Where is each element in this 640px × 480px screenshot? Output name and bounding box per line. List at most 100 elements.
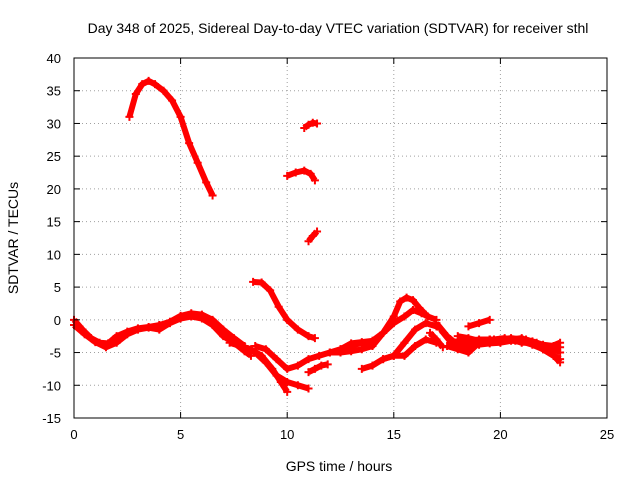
data-point-track-f bbox=[257, 278, 266, 287]
data-point-track-a bbox=[131, 90, 140, 98]
data-point-track-l bbox=[347, 339, 356, 348]
data-point-track-g bbox=[293, 361, 302, 370]
data-point-track-m bbox=[336, 348, 345, 357]
data-point-track-c bbox=[197, 314, 206, 323]
data-point-track-f bbox=[304, 332, 313, 341]
y-tick-label: -5 bbox=[49, 346, 61, 361]
data-point-track-a bbox=[144, 76, 153, 85]
data-point-track-v bbox=[549, 342, 558, 350]
data-point-track-a bbox=[125, 112, 134, 121]
data-point-track-c bbox=[187, 312, 196, 321]
y-tick-label: -10 bbox=[42, 378, 61, 393]
data-point-track-v bbox=[453, 332, 462, 341]
y-tick-label: 35 bbox=[47, 84, 61, 99]
x-tick-label: 15 bbox=[387, 427, 401, 442]
data-point-track-f bbox=[310, 334, 319, 343]
data-point-track-c bbox=[80, 330, 89, 339]
grid-lines bbox=[74, 58, 607, 418]
data-point-track-r bbox=[436, 325, 445, 334]
data-point-track-l bbox=[396, 297, 405, 306]
data-point-track-h bbox=[306, 169, 315, 178]
data-point-track-a bbox=[138, 80, 147, 89]
data-point-track-e bbox=[293, 381, 302, 390]
data-point-track-a bbox=[193, 158, 202, 167]
series-group bbox=[70, 76, 565, 396]
data-point-track-f bbox=[266, 286, 275, 295]
data-point-track-v bbox=[485, 335, 494, 344]
data-point-track-a bbox=[151, 80, 160, 89]
y-tick-label: 10 bbox=[47, 247, 61, 262]
data-point-track-l bbox=[402, 293, 411, 302]
data-point-track-h bbox=[291, 168, 300, 177]
data-point-track-m bbox=[389, 319, 398, 328]
data-point-track-i bbox=[313, 119, 322, 128]
data-point-track-k bbox=[317, 361, 326, 370]
data-point-track-s bbox=[453, 345, 462, 354]
data-point-track-v bbox=[517, 335, 526, 344]
data-point-track-c bbox=[155, 325, 164, 334]
data-point-track-m bbox=[400, 312, 409, 321]
data-point-track-j bbox=[304, 237, 313, 246]
data-point-track-g bbox=[272, 355, 281, 364]
y-tick-label: 15 bbox=[47, 215, 61, 230]
data-point-track-q bbox=[432, 319, 441, 328]
data-point-track-g bbox=[251, 342, 260, 350]
data-point-track-g bbox=[283, 364, 292, 373]
y-tick-label: 25 bbox=[47, 149, 61, 164]
data-point-track-v bbox=[464, 334, 473, 343]
data-point-track-h bbox=[283, 171, 292, 180]
data-point-track-m bbox=[417, 309, 426, 318]
data-point-track-c bbox=[176, 314, 185, 323]
data-point-track-i bbox=[300, 124, 309, 133]
data-point-track-c bbox=[91, 338, 100, 347]
data-point-track-e bbox=[283, 378, 292, 386]
x-tick-label: 25 bbox=[600, 427, 614, 442]
y-tick-label: 20 bbox=[47, 182, 61, 197]
data-point-track-f bbox=[293, 325, 302, 334]
data-point-track-a bbox=[185, 139, 194, 148]
plot-frame bbox=[73, 57, 608, 419]
data-point-track-u bbox=[485, 315, 494, 324]
data-point-track-p bbox=[432, 335, 441, 344]
data-point-track-u bbox=[475, 319, 484, 328]
data-point-track-n bbox=[368, 361, 377, 370]
data-point-track-c bbox=[112, 338, 121, 347]
data-point-track-f bbox=[249, 277, 258, 286]
data-point-track-g bbox=[315, 351, 324, 360]
data-point-track-c bbox=[144, 323, 153, 332]
data-point-track-e bbox=[261, 358, 270, 367]
data-point-track-f bbox=[274, 302, 283, 311]
data-point-track-o bbox=[400, 351, 409, 360]
data-point-track-v bbox=[539, 340, 548, 349]
data-point-track-n bbox=[421, 319, 430, 328]
data-point-track-o bbox=[421, 335, 430, 344]
data-point-track-c bbox=[219, 332, 228, 341]
data-point-track-c bbox=[101, 343, 110, 352]
y-axis-label: SDTVAR / TECUs bbox=[5, 182, 21, 294]
data-point-track-n bbox=[411, 325, 420, 334]
data-point-track-n bbox=[400, 338, 409, 347]
data-point-track-e bbox=[304, 384, 313, 393]
data-point-track-d bbox=[283, 387, 292, 396]
data-point-track-e bbox=[240, 345, 249, 354]
data-point-track-k bbox=[304, 368, 313, 377]
data-point-track-m bbox=[357, 345, 366, 354]
data-point-track-m bbox=[423, 312, 432, 321]
data-point-track-m bbox=[408, 306, 417, 314]
data-point-track-c bbox=[165, 319, 174, 328]
data-point-track-a bbox=[168, 96, 177, 105]
series-line-track-n bbox=[360, 320, 438, 372]
y-tick-label: 5 bbox=[54, 280, 61, 295]
data-point-track-j bbox=[313, 227, 322, 236]
data-point-track-o bbox=[379, 355, 388, 364]
data-point-track-f bbox=[283, 315, 292, 324]
series-line-track-f bbox=[252, 278, 316, 341]
data-point-track-m bbox=[368, 342, 377, 350]
data-point-track-k bbox=[323, 360, 332, 369]
series-line-track-l bbox=[339, 294, 428, 352]
data-point-track-m bbox=[347, 347, 356, 356]
data-point-track-h bbox=[300, 166, 309, 175]
series-line-track-a bbox=[126, 77, 216, 197]
